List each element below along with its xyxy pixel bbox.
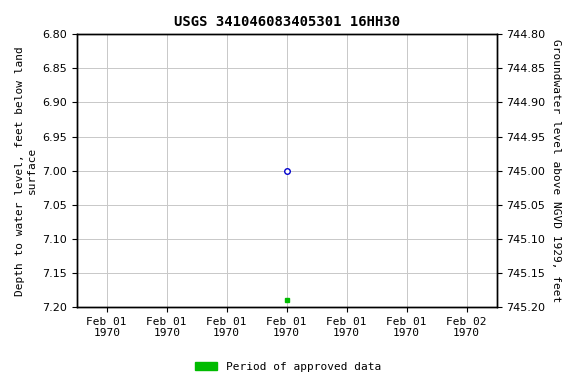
Y-axis label: Groundwater level above NGVD 1929, feet: Groundwater level above NGVD 1929, feet bbox=[551, 39, 561, 302]
Legend: Period of approved data: Period of approved data bbox=[191, 358, 385, 377]
Y-axis label: Depth to water level, feet below land
surface: Depth to water level, feet below land su… bbox=[15, 46, 37, 296]
Title: USGS 341046083405301 16HH30: USGS 341046083405301 16HH30 bbox=[173, 15, 400, 29]
